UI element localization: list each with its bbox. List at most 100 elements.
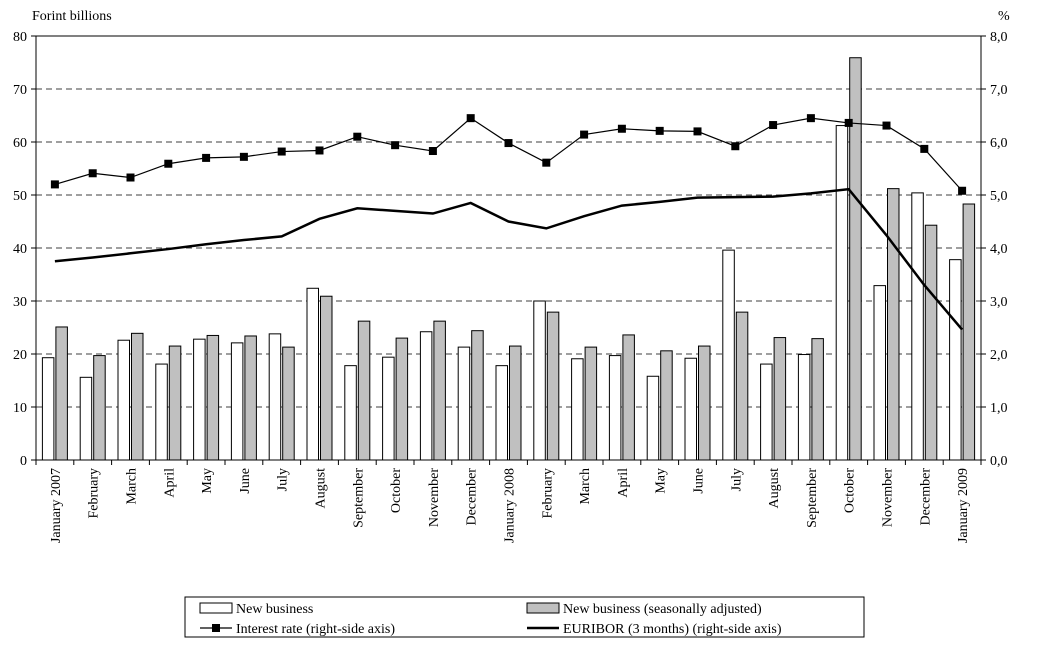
left-tick-label: 10 (13, 401, 27, 416)
x-tick-label: January 2007 (49, 468, 64, 543)
legend-box (184, 596, 865, 638)
bar-new-business (949, 259, 962, 461)
x-tick-label: July (729, 468, 744, 491)
x-tick-label: November (881, 468, 896, 527)
left-tick-label: 60 (13, 136, 27, 151)
interest-rate-point (958, 186, 967, 195)
legend-label-euribor: EURIBOR (3 months) (right-side axis) (563, 622, 782, 637)
interest-rate-point (655, 126, 664, 135)
interest-rate-point (617, 124, 626, 133)
bar-new-business (419, 331, 433, 461)
interest-rate-point (542, 158, 551, 167)
line-euribor (54, 187, 964, 331)
interest-rate-point (504, 139, 513, 148)
bar-new-business (117, 339, 130, 461)
interest-rate-point (693, 127, 702, 136)
x-tick-label: November (427, 468, 442, 527)
bar-new-business-seasonally-adjusted (509, 345, 522, 461)
interest-rate-point (315, 146, 324, 155)
right-tick-label: 8,0 (990, 30, 1008, 45)
bar-new-business-seasonally-adjusted (546, 311, 560, 461)
bar-new-business-seasonally-adjusted (471, 330, 484, 461)
x-tick-label: December (465, 468, 480, 526)
bar-new-business (722, 249, 735, 461)
bar-new-business (41, 357, 55, 461)
bar-new-business (608, 355, 622, 461)
bar-new-business (533, 300, 546, 461)
interest-rate-point (277, 147, 286, 156)
bar-new-business (344, 365, 357, 461)
bar-new-business (230, 342, 244, 461)
bar-new-business (571, 358, 584, 461)
bar-new-business-seasonally-adjusted (811, 338, 824, 461)
x-tick-label: December (918, 468, 933, 526)
bar-new-business-seasonally-adjusted (55, 326, 68, 461)
bar-new-business-seasonally-adjusted (887, 188, 900, 461)
x-tick-label: May (654, 468, 669, 494)
interest-rate-point (428, 147, 437, 156)
legend-swatch-seasonally-adjusted (526, 602, 560, 614)
interest-rate-point (844, 118, 853, 127)
x-tick-label: June (238, 468, 253, 494)
bar-new-business-seasonally-adjusted (584, 346, 598, 461)
bar-new-business-seasonally-adjusted (622, 334, 635, 461)
bar-new-business (873, 285, 886, 461)
interest-rate-point (50, 180, 59, 189)
x-tick-label: September (805, 468, 820, 528)
bar-new-business-seasonally-adjusted (735, 311, 749, 461)
left-tick-label: 30 (13, 295, 27, 310)
legend-swatch-new-business (199, 602, 233, 614)
interest-rate-point (882, 121, 891, 130)
bar-new-business (268, 333, 282, 461)
x-tick-label: March (578, 468, 593, 505)
x-tick-label: January 2009 (956, 468, 971, 543)
left-tick-label: 80 (13, 30, 27, 45)
interest-rate-point (126, 173, 135, 182)
bar-new-business-seasonally-adjusted (244, 335, 257, 461)
bar-new-business-seasonally-adjusted (924, 224, 938, 461)
interest-rate-point (391, 141, 400, 150)
right-tick-label: 5,0 (990, 189, 1008, 204)
bar-new-business-seasonally-adjusted (773, 337, 787, 461)
plot-area: 0 0,0 10 1,0 20 2,0 30 3,0 40 4,0 50 5,0 60 6,0 70 7,0 8… (13, 30, 1008, 543)
x-tick-label: January 2008 (503, 468, 518, 543)
interest-rate-point (202, 153, 211, 162)
interest-rate-point (239, 152, 248, 161)
right-tick-label: 0,0 (990, 454, 1008, 469)
right-tick-label: 3,0 (990, 295, 1008, 310)
bar-new-business-seasonally-adjusted (131, 332, 144, 461)
right-tick-label: 6,0 (990, 136, 1008, 151)
bar-new-business-seasonally-adjusted (282, 346, 295, 461)
bar-new-business (911, 192, 924, 461)
interest-rate-point (88, 169, 97, 178)
x-tick-label: August (314, 468, 329, 509)
x-tick-label: July (276, 468, 291, 491)
bar-new-business-seasonally-adjusted (357, 320, 371, 461)
bar-new-business (382, 356, 395, 461)
bar-new-business-seasonally-adjusted (206, 334, 220, 461)
bar-new-business-seasonally-adjusted (962, 203, 976, 461)
bar-new-business (306, 287, 319, 461)
left-axis-label: Forint billions (32, 9, 112, 24)
bar-new-business (495, 365, 508, 461)
bar-new-business (193, 338, 206, 461)
bar-new-business-seasonally-adjusted (698, 345, 711, 461)
x-tick-label: March (125, 468, 140, 505)
legend-label-new-business: New business (236, 602, 313, 617)
x-tick-label: May (200, 468, 215, 494)
interest-rate-point (769, 121, 778, 130)
x-tick-label: October (389, 468, 404, 513)
bar-new-business-seasonally-adjusted (168, 345, 182, 461)
x-tick-label: June (692, 468, 707, 494)
left-tick-label: 20 (13, 348, 27, 363)
right-tick-label: 1,0 (990, 401, 1008, 416)
right-tick-label: 4,0 (990, 242, 1008, 257)
left-tick-label: 50 (13, 189, 27, 204)
bar-new-business (835, 125, 849, 461)
legend-marker-interest-rate (212, 624, 220, 632)
x-tick-label: October (843, 468, 858, 513)
bar-new-business-seasonally-adjusted (320, 295, 333, 461)
